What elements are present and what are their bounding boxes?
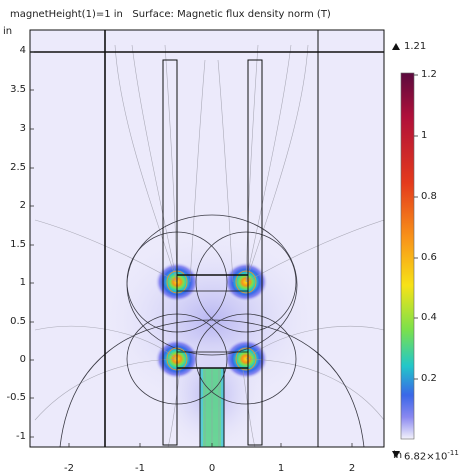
plot-title: magnetHeight(1)=1 in Surface: Magnetic f… [10, 9, 331, 20]
streamlines [34, 44, 384, 447]
y-tick-label: -1 [16, 431, 26, 442]
plot-frame [29, 29, 385, 448]
right-pole-outline [247, 59, 263, 446]
axis-ticks [30, 51, 353, 447]
colorbar-tick-label: 0.2 [421, 373, 437, 384]
y-tick-label: 3 [19, 123, 26, 134]
y-tick-label: 2 [19, 200, 26, 211]
up-triangle-icon [392, 43, 400, 50]
x-tick-label: -2 [64, 463, 74, 474]
x-tick-label: -1 [135, 463, 145, 474]
max-value-label: 1.21 [404, 41, 427, 52]
colorbar-tick-label: 0.6 [421, 252, 437, 263]
colorbar-ticks [414, 74, 418, 380]
x-tick-label: 2 [348, 463, 356, 474]
down-triangle-icon [392, 451, 400, 458]
y-tick-label: 1 [19, 277, 26, 288]
colorbar-tick-label: 1.2 [421, 69, 437, 80]
x-tick-label: 1 [277, 463, 285, 474]
x-axis-unit: in [393, 450, 403, 461]
min-value-exponent: -11 [447, 449, 459, 457]
field-surface [34, 44, 384, 447]
y-tick-label: 4 [19, 45, 26, 56]
colorbar-tick-label: 0.8 [421, 191, 437, 202]
y-tick-label: 1.5 [10, 239, 26, 250]
y-tick-label: 0.5 [10, 316, 26, 327]
colorbar-tick-label: 1 [421, 130, 428, 141]
colorbar [400, 72, 415, 440]
left-pole-outline [162, 59, 178, 446]
y-axis-unit: in [3, 26, 13, 37]
y-tick-label: -0.5 [6, 392, 26, 403]
x-tick-label: 0 [208, 463, 216, 474]
min-value-mantissa: 6.82×10 [404, 451, 448, 463]
geometry-outlines [29, 29, 385, 448]
colorbar-tick-label: 0.4 [421, 312, 437, 323]
min-value-label: 6.82×10-11 [404, 449, 459, 462]
y-tick-label: 2.5 [10, 162, 26, 173]
y-tick-label: 3.5 [10, 84, 26, 95]
y-tick-label: 0 [19, 354, 26, 365]
